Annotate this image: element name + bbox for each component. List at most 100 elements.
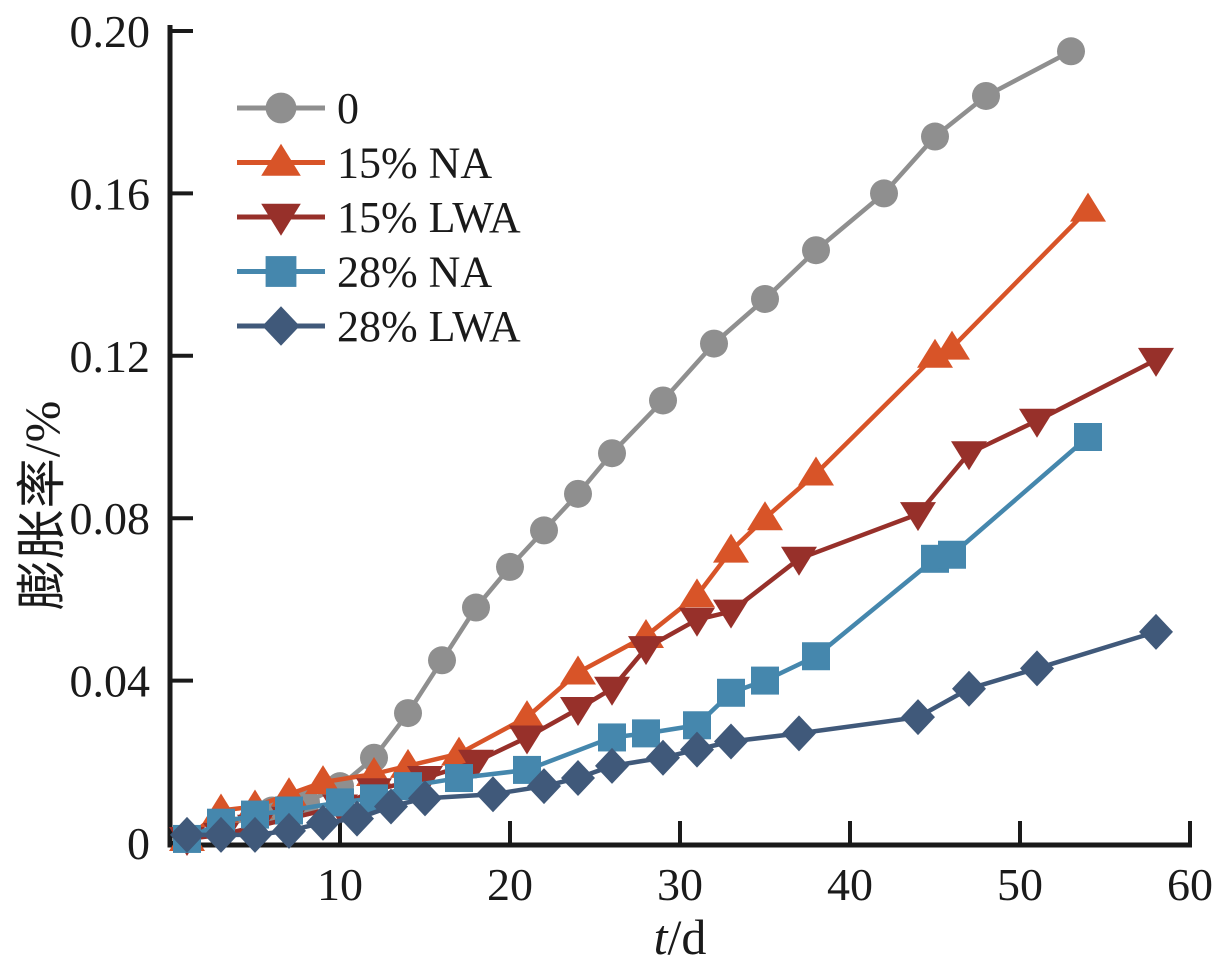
circle-marker <box>564 479 592 508</box>
triangle-down-marker <box>1138 347 1174 377</box>
series-28-na <box>173 423 1102 853</box>
series-line-15-lwa <box>186 357 1158 842</box>
y-tick-label: 0.08 <box>70 493 151 544</box>
legend-label: 15% NA <box>337 139 492 188</box>
x-tick-label: 40 <box>827 859 873 910</box>
x-tick-label: 20 <box>487 859 533 910</box>
y-tick-label: 0 <box>127 818 150 869</box>
diamond-marker <box>561 760 595 797</box>
triangle-up-marker <box>798 456 834 486</box>
legend-item-28-lwa: 28% LWA <box>237 302 521 351</box>
square-marker <box>445 764 473 793</box>
diamond-marker <box>238 816 272 853</box>
series-28-lwa <box>170 613 1173 853</box>
diamond-marker <box>408 780 442 817</box>
circle-marker <box>700 329 728 358</box>
triangle-down-marker <box>594 676 630 706</box>
diamond-marker <box>901 699 935 736</box>
circle-marker <box>802 236 830 265</box>
y-axis-title: 膨胀率/% <box>2 400 74 611</box>
triangle-up-marker <box>560 655 596 685</box>
triangle-up-marker <box>305 765 341 795</box>
legend-label: 0 <box>337 84 359 133</box>
legend-item-28-na: 28% NA <box>237 248 492 297</box>
square-marker <box>717 678 745 707</box>
legend-item-0: 0 <box>237 84 359 133</box>
square-marker <box>265 256 297 287</box>
y-tick-label: 0.12 <box>70 331 151 382</box>
y-tick-label: 0.04 <box>70 656 151 707</box>
triangle-down-marker <box>509 725 545 755</box>
y-tick-label: 0.20 <box>70 6 151 57</box>
series-line-0 <box>186 49 1073 842</box>
legend-label: 15% LWA <box>337 193 521 242</box>
circle-marker <box>598 439 626 468</box>
x-axis-title-variable: t <box>653 909 668 965</box>
circle-marker <box>462 593 490 622</box>
triangle-up-marker <box>1070 192 1106 222</box>
circle-marker <box>870 179 898 208</box>
x-tick-label: 50 <box>997 859 1043 910</box>
triangle-down-marker <box>1019 408 1055 438</box>
triangle-up-marker <box>747 501 783 531</box>
circle-marker <box>1057 37 1085 66</box>
triangle-down-marker <box>261 203 301 236</box>
diamond-marker <box>170 816 204 853</box>
square-marker <box>938 540 966 569</box>
diamond-marker <box>1020 650 1054 687</box>
circle-marker <box>921 122 949 151</box>
axes: 0 0.04 0.08 0.12 0.16 0.20 10 20 30 40 50 60 <box>70 6 1214 910</box>
circle-marker <box>649 386 677 415</box>
diamond-marker <box>204 816 238 853</box>
triangle-down-marker <box>951 441 987 471</box>
diamond-marker <box>680 731 714 768</box>
circle-marker <box>265 92 297 124</box>
triangle-up-marker <box>509 700 545 730</box>
diamond-marker <box>714 723 748 760</box>
triangle-down-marker <box>560 697 596 727</box>
legend-label: 28% NA <box>337 248 492 297</box>
legend-label: 28% LWA <box>337 302 521 351</box>
circle-marker <box>428 646 456 675</box>
x-tick-label: 30 <box>657 859 703 910</box>
triangle-down-marker <box>679 607 715 637</box>
triangle-down-marker <box>458 749 494 779</box>
circle-marker <box>394 699 422 728</box>
circle-marker <box>530 516 558 545</box>
legend-item-15-lwa: 15% LWA <box>237 193 521 242</box>
triangle-down-marker <box>781 546 817 576</box>
series-15-na <box>169 192 1106 851</box>
circle-marker <box>496 552 524 581</box>
square-marker <box>802 642 830 671</box>
diamond-marker <box>646 739 680 776</box>
diamond-marker <box>527 768 561 805</box>
circle-marker <box>751 284 779 313</box>
triangle-up-marker <box>713 533 749 563</box>
diamond-marker <box>595 747 629 784</box>
x-axis-title-unit: /d <box>667 909 707 965</box>
square-marker <box>1074 423 1102 451</box>
y-tick-label: 0.16 <box>70 168 151 219</box>
square-marker <box>598 723 626 752</box>
triangle-down-marker <box>628 636 664 666</box>
x-tick-label: 10 <box>317 859 363 910</box>
diamond-marker <box>476 776 510 813</box>
triangle-up-marker <box>261 143 301 176</box>
diamond-marker <box>340 800 374 837</box>
legend: 0 15% NA 15% LWA 28% NA 28% LWA <box>237 84 521 351</box>
square-marker <box>632 719 660 748</box>
series-0 <box>173 37 1085 853</box>
circle-marker <box>972 81 1000 110</box>
diamond-marker <box>306 804 340 841</box>
diamond-marker <box>782 715 816 752</box>
y-axis-title-text: 膨胀率/% <box>14 399 70 611</box>
triangle-down-marker <box>900 502 936 532</box>
triangle-up-marker <box>934 330 970 360</box>
diamond-marker <box>1139 613 1173 650</box>
triangle-up-marker <box>679 578 715 608</box>
diamond-marker <box>952 670 986 707</box>
x-tick-label: 60 <box>1167 859 1213 910</box>
square-marker <box>751 666 779 695</box>
